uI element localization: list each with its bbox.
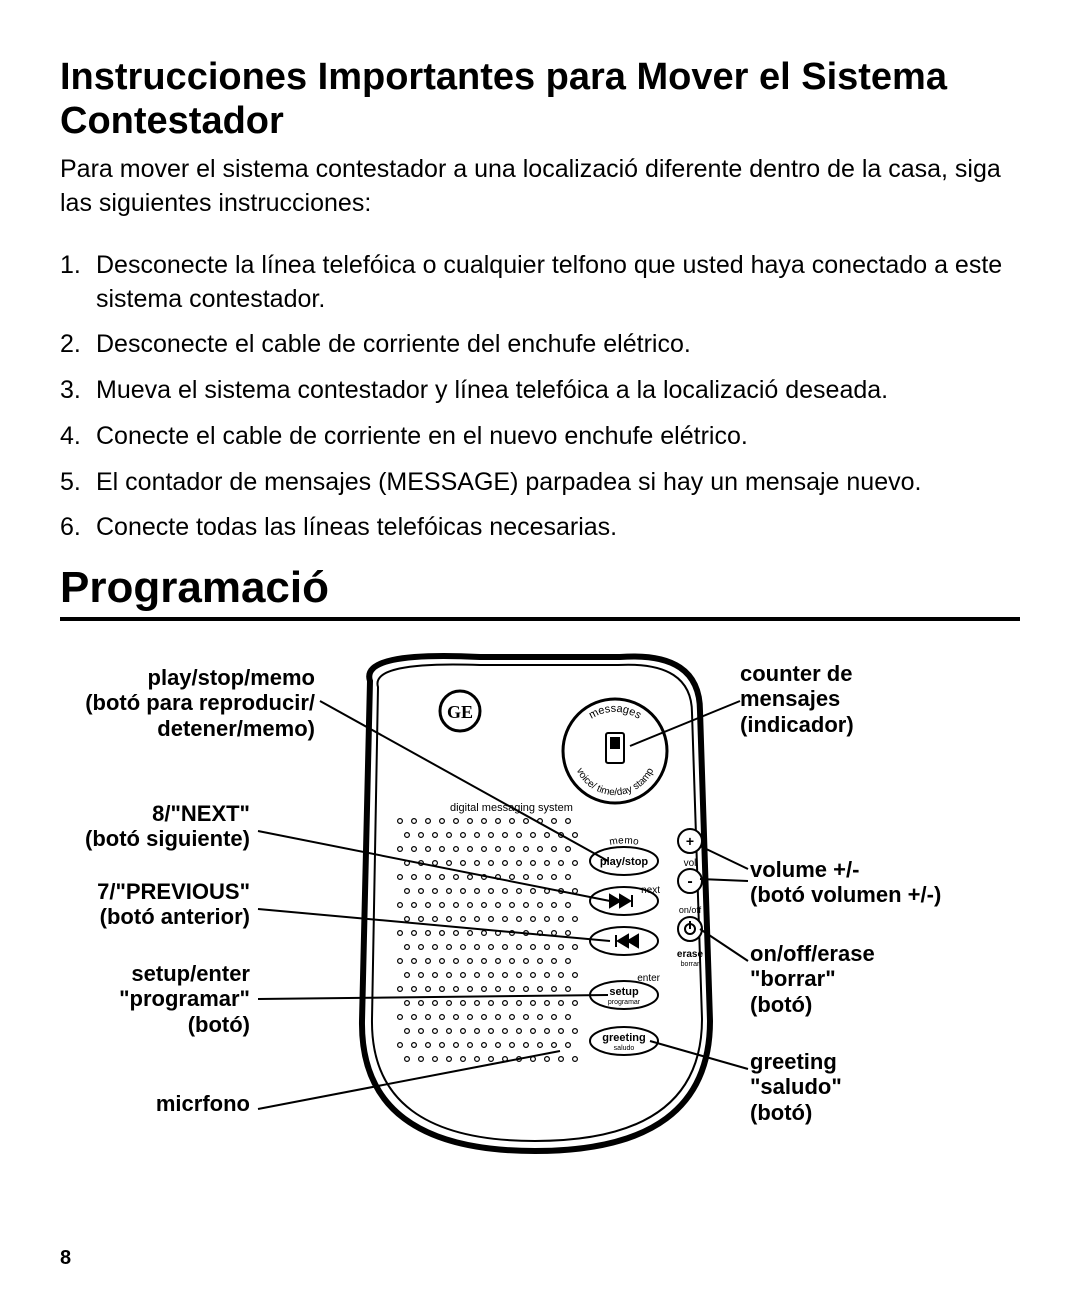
txt-next: next [641,885,660,896]
txt-borrar: borrar [681,961,700,968]
svg-text:-: - [687,873,692,890]
txt-saludo: saludo [614,1045,635,1052]
device-diagram: play/stop/memo (botó para reproducir/ de… [60,651,1020,1221]
step-5: El contador de mensajes (MESSAGE) parpad… [60,466,1020,500]
txt-erase: erase [677,949,704,960]
txt-programar: programar [608,999,641,1006]
step-1: Desconecte la línea telefóica o cualquie… [60,249,1020,317]
step-4: Conecte el cable de corriente en el nuev… [60,420,1020,454]
intro-text: Para mover el sistema contestador a una … [60,153,1020,221]
btn-greeting: greeting [602,1032,645,1044]
step-6: Conecte todas las líneas telefóicas nece… [60,511,1020,545]
btn-playstop: play/stop [600,856,649,868]
page-number: 8 [60,1247,71,1270]
txt-onoff: on/off [679,905,702,915]
step-3: Mueva el sistema contestador y línea tel… [60,374,1020,408]
device-svg: GE messages voice/ time/day stamp digita… [60,651,1020,1191]
svg-text:GE: GE [447,702,473,722]
txt-vol: vol [684,858,697,869]
section-programacion: Programació [60,563,1020,621]
page-title: Instrucciones Importantes para Mover el … [60,56,1020,143]
steps-list: Desconecte la línea telefóica o cualquie… [60,249,1020,545]
txt-enter: enter [637,973,660,984]
btn-setup: setup [609,986,639,998]
svg-text:+: + [686,833,694,849]
step-2: Desconecte el cable de corriente del enc… [60,328,1020,362]
